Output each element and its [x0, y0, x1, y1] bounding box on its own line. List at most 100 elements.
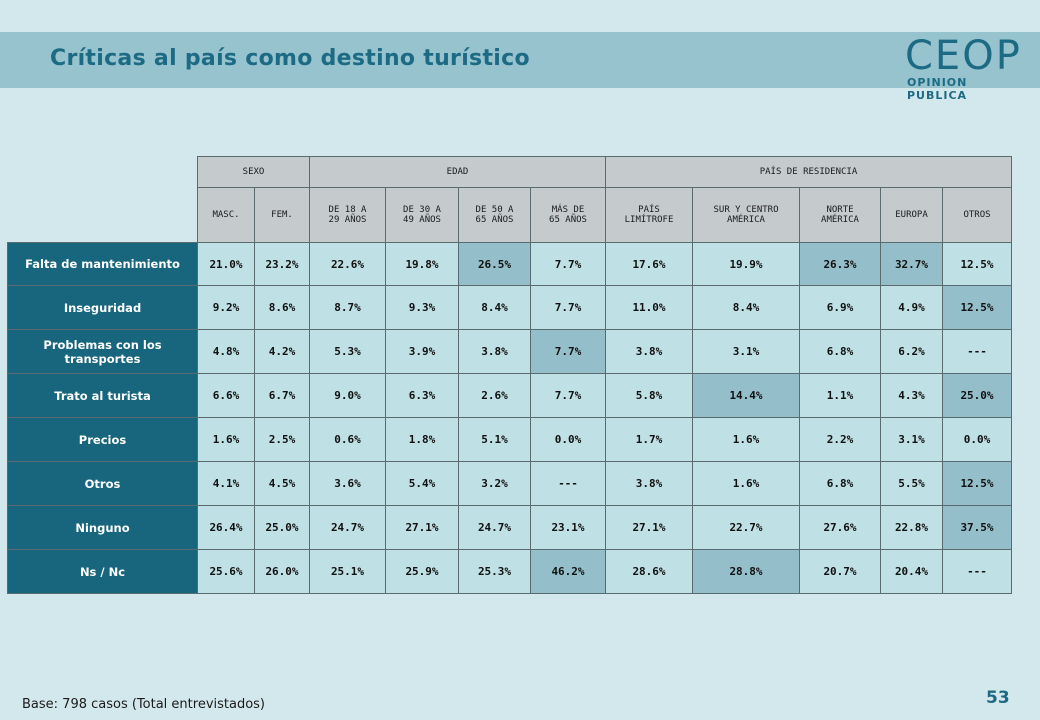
table-cell: 22.7%: [692, 505, 800, 550]
table-cell: 6.2%: [880, 329, 943, 374]
table-cell: 9.0%: [309, 373, 386, 418]
table-cell: 20.7%: [799, 549, 881, 594]
table-cell: 27.1%: [605, 505, 693, 550]
sub-header-line: AMÉRICA: [727, 215, 765, 225]
sub-header-6: PAÍS LIMÍTROFE: [605, 187, 693, 243]
sub-header-line: SUR Y CENTRO: [713, 205, 779, 215]
table-cell: 8.7%: [309, 285, 386, 330]
table-cell: 12.5%: [942, 285, 1012, 330]
sub-header-9: EUROPA: [880, 187, 943, 243]
ceop-logo: CEOP OPINION PUBLICA: [905, 34, 1027, 102]
table-row: Problemas con los transportes 4.8% 4.2% 5.3…: [7, 329, 1012, 374]
sub-header-1: FEM.: [254, 187, 310, 243]
table-cell: 25.1%: [309, 549, 386, 594]
table-cell: ---: [942, 549, 1012, 594]
table-cell: 7.7%: [530, 242, 606, 286]
table-cell: 4.2%: [254, 329, 310, 374]
table-cell: 27.6%: [799, 505, 881, 550]
corner-blank: [8, 157, 198, 188]
sub-header-line: DE 50 A: [475, 205, 514, 215]
row-label: Inseguridad: [7, 285, 198, 330]
table-cell: 1.8%: [385, 417, 459, 462]
table-cell: 4.1%: [197, 461, 255, 506]
row-label: Falta de mantenimiento: [7, 242, 198, 286]
table-cell: 28.8%: [692, 549, 800, 594]
table-cell: 9.2%: [197, 285, 255, 330]
sub-header-line: OTROS: [963, 210, 991, 220]
base-note: Base: 798 casos (Total entrevistados): [22, 697, 266, 712]
results-table: SEXO EDAD PAÍS DE RESIDENCIA MASC. FEM. DE…: [7, 156, 1012, 594]
table-cell: 1.6%: [197, 417, 255, 462]
table-cell: 20.4%: [880, 549, 943, 594]
table-cell: 1.1%: [799, 373, 881, 418]
table-row: Trato al turista 6.6% 6.7% 9.0% 6.3% 2.6% 7.7%…: [7, 373, 1012, 418]
table-row: Falta de mantenimiento 21.0% 23.2% 22.6% 19.…: [7, 242, 1012, 286]
row-label: Precios: [7, 417, 198, 462]
table-cell: 2.6%: [458, 373, 531, 418]
table-cell: 6.6%: [197, 373, 255, 418]
page-title: Críticas al país como destino turístico: [50, 46, 530, 71]
sub-header-line: NORTE: [826, 205, 854, 215]
table-cell: 3.2%: [458, 461, 531, 506]
table-cell: 26.5%: [458, 242, 531, 286]
table-cell: 25.0%: [254, 505, 310, 550]
table-cell: 23.1%: [530, 505, 606, 550]
sub-header-8: NORTE AMÉRICA: [799, 187, 881, 243]
table-cell: 46.2%: [530, 549, 606, 594]
table-cell: 1.7%: [605, 417, 693, 462]
table-row: Precios 1.6% 2.5% 0.6% 1.8% 5.1% 0.0% 1.7% 1.6% 2…: [7, 417, 1012, 462]
table-cell: 24.7%: [458, 505, 531, 550]
sub-header-line: PAÍS: [638, 205, 660, 215]
row-label: Ns / Nc: [7, 549, 198, 594]
corner-blank-2: [8, 188, 198, 243]
table-cell: 3.1%: [880, 417, 943, 462]
table-cell: 3.9%: [385, 329, 459, 374]
table-cell: 19.9%: [692, 242, 800, 286]
table-cell: 6.8%: [799, 329, 881, 374]
table-cell: 14.4%: [692, 373, 800, 418]
table-cell: 6.8%: [799, 461, 881, 506]
table-cell: 8.6%: [254, 285, 310, 330]
table-cell: 27.1%: [385, 505, 459, 550]
table-cell: 4.3%: [880, 373, 943, 418]
page-number: 53: [986, 688, 1010, 708]
sub-header-7: SUR Y CENTRO AMÉRICA: [692, 187, 800, 243]
sub-header-line: DE 30 A: [403, 205, 441, 215]
table-cell: 37.5%: [942, 505, 1012, 550]
table-cell: 5.3%: [309, 329, 386, 374]
table-cell: 0.0%: [530, 417, 606, 462]
table-cell: 12.5%: [942, 242, 1012, 286]
table-cell: 1.6%: [692, 461, 800, 506]
table-cell: 26.3%: [799, 242, 881, 286]
table-cell: 25.6%: [197, 549, 255, 594]
table-row: Otros 4.1% 4.5% 3.6% 5.4% 3.2% --- 3.8% 1.6% 6.8%…: [7, 461, 1012, 506]
table-cell: 2.2%: [799, 417, 881, 462]
group-header-edad: EDAD: [309, 156, 606, 188]
table-cell: 0.0%: [942, 417, 1012, 462]
table-cell: 4.5%: [254, 461, 310, 506]
sub-header-4: DE 50 A 65 AÑOS: [458, 187, 531, 243]
sub-header-line: DE 18 A: [328, 205, 367, 215]
sub-header-5: MÁS DE 65 AÑOS: [530, 187, 606, 243]
table-cell: 7.7%: [530, 373, 606, 418]
table-cell: 26.0%: [254, 549, 310, 594]
table-cell: 7.7%: [530, 285, 606, 330]
sub-header-3: DE 30 A 49 AÑOS: [385, 187, 459, 243]
table-cell: 3.8%: [605, 461, 693, 506]
sub-header-line: MÁS DE: [551, 205, 585, 215]
table-cell: 28.6%: [605, 549, 693, 594]
table-cell: 24.7%: [309, 505, 386, 550]
table-cell: 25.0%: [942, 373, 1012, 418]
table-cell: 3.6%: [309, 461, 386, 506]
table-cell: ---: [942, 329, 1012, 374]
table-cell: 21.0%: [197, 242, 255, 286]
table-cell: 23.2%: [254, 242, 310, 286]
table-cell: 6.3%: [385, 373, 459, 418]
sub-header-0: MASC.: [197, 187, 255, 243]
sub-header-row: MASC. FEM. DE 18 A 29 AÑOS DE 30 A 49 AÑOS DE …: [8, 187, 1012, 243]
table-cell: 3.8%: [458, 329, 531, 374]
row-label: Otros: [7, 461, 198, 506]
table-cell: 3.1%: [692, 329, 800, 374]
table-cell: 3.8%: [605, 329, 693, 374]
table-row: Inseguridad 9.2% 8.6% 8.7% 9.3% 8.4% 7.7% 11.0%…: [7, 285, 1012, 330]
